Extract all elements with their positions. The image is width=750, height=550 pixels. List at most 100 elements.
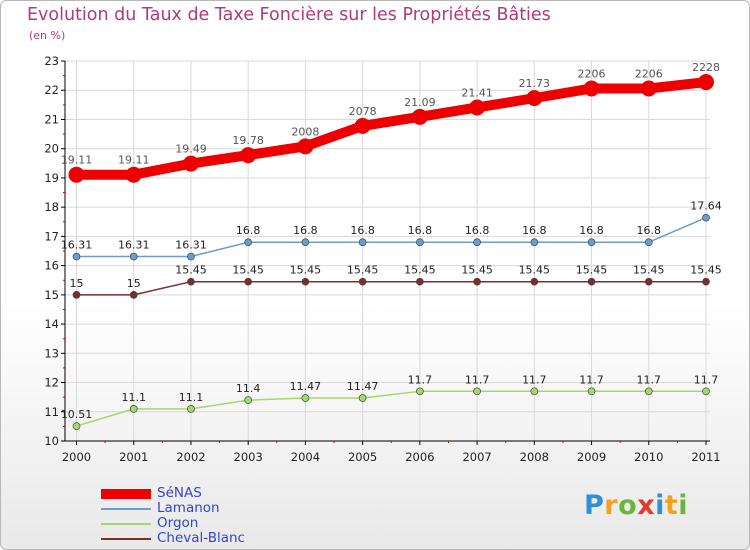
data-point — [698, 74, 714, 91]
data-point — [187, 252, 195, 261]
data-point — [640, 80, 657, 97]
data-point — [411, 108, 428, 125]
legend-item: Orgon — [101, 516, 245, 531]
data-point — [473, 387, 481, 396]
logo-letter: r — [604, 490, 619, 521]
data-point — [358, 277, 367, 286]
data-point — [644, 277, 653, 286]
data-label: 15.45 — [290, 264, 322, 277]
legend-label: Cheval-Blanc — [157, 530, 245, 546]
x-tick-label: 2000 — [62, 450, 91, 464]
data-label: 19.49 — [175, 143, 207, 156]
data-label: 2228 — [692, 61, 720, 74]
data-point — [187, 404, 195, 413]
x-tick-label: 2007 — [462, 450, 491, 464]
data-point — [354, 117, 371, 134]
data-label: 2008 — [291, 125, 319, 138]
data-point — [416, 277, 424, 286]
data-label: 16.8 — [236, 224, 261, 237]
data-label: 15.45 — [633, 264, 665, 277]
data-label: 15.45 — [690, 264, 722, 277]
x-tick-label: 2011 — [691, 450, 720, 464]
series-line-sénas — [71, 77, 711, 180]
proxiti-logo: Proxiti — [584, 490, 688, 521]
data-label: 21.41 — [461, 86, 493, 99]
data-label: 16.31 — [118, 239, 150, 252]
chart-title: Evolution du Taux de Taxe Foncière sur l… — [27, 5, 551, 25]
x-tick-label: 2004 — [291, 450, 320, 464]
chart-subtitle: (en %) — [29, 29, 66, 42]
y-tick-label: 14 — [44, 317, 59, 331]
chart-legend: SéNAS Lamanon Orgon Cheval-Blanc — [101, 486, 245, 546]
data-point — [244, 396, 253, 404]
data-point — [297, 138, 314, 155]
data-point — [240, 147, 257, 164]
y-tick-label: 23 — [44, 54, 59, 68]
data-point — [72, 422, 81, 430]
grid-layer — [65, 60, 710, 442]
y-tick-label: 15 — [44, 288, 59, 302]
data-point — [244, 238, 253, 247]
logo-letter: i — [655, 490, 665, 521]
data-point — [526, 90, 543, 107]
data-label: 11.7 — [637, 373, 662, 386]
series-line-cheval-blanc — [75, 280, 707, 296]
legend-item: Lamanon — [101, 501, 245, 516]
legend-swatch — [101, 488, 151, 499]
data-label: 15 — [70, 277, 84, 290]
y-tick-label: 19 — [44, 171, 59, 185]
data-label: 11.7 — [408, 373, 433, 386]
legend-swatch — [101, 507, 151, 510]
legend-swatch-bar — [101, 507, 151, 510]
data-point — [587, 387, 596, 396]
data-label: 15 — [127, 277, 141, 290]
data-point — [68, 166, 85, 183]
legend-item: SéNAS — [101, 486, 245, 501]
data-point — [473, 238, 481, 247]
data-label: 17.64 — [690, 200, 722, 213]
data-point — [469, 99, 486, 116]
y-tick-label: 18 — [44, 200, 59, 214]
x-tick-label: 2006 — [405, 450, 434, 464]
data-label: 19.78 — [232, 134, 264, 147]
x-tick-label: 2001 — [119, 450, 148, 464]
legend-item: Cheval-Blanc — [101, 531, 245, 546]
data-label: 2206 — [635, 67, 663, 80]
legend-swatch — [101, 537, 151, 540]
data-point — [301, 238, 310, 247]
data-point — [182, 155, 199, 172]
y-tick-label: 21 — [44, 112, 59, 126]
series-line-orgon — [75, 390, 707, 427]
x-tick-label: 2008 — [520, 450, 549, 464]
logo-letter: i — [678, 490, 689, 521]
x-tick-label: 2005 — [348, 450, 377, 464]
data-label: 11.7 — [579, 373, 604, 386]
data-label: 15.45 — [404, 264, 436, 277]
data-point — [301, 394, 310, 402]
data-point — [125, 166, 142, 183]
data-label: 16.8 — [579, 224, 604, 237]
y-tick-label: 10 — [44, 434, 59, 448]
legend-label: Orgon — [157, 515, 199, 531]
logo-letter: x — [637, 490, 656, 521]
data-point — [72, 290, 81, 299]
data-label: 15.45 — [175, 264, 207, 277]
data-point — [644, 387, 653, 396]
x-tick-label: 2010 — [634, 450, 663, 464]
data-label: 15.45 — [232, 264, 264, 277]
data-label: 16.8 — [465, 224, 490, 237]
y-tick-label: 13 — [44, 346, 59, 360]
data-point — [301, 277, 310, 286]
series-layer — [68, 74, 714, 430]
data-label: 16.8 — [293, 224, 318, 237]
label-layer: 15 15 15.45 15.45 15.45 15.45 15.45 15.45 15.45 1… — [61, 61, 722, 421]
data-point — [587, 277, 596, 286]
data-point — [187, 277, 195, 286]
data-label: 16.8 — [350, 224, 375, 237]
data-point — [702, 213, 710, 222]
data-label: 11.47 — [347, 380, 379, 393]
data-label: 2206 — [578, 67, 606, 80]
data-label: 10.51 — [61, 408, 93, 421]
data-label: 16.31 — [61, 239, 93, 252]
